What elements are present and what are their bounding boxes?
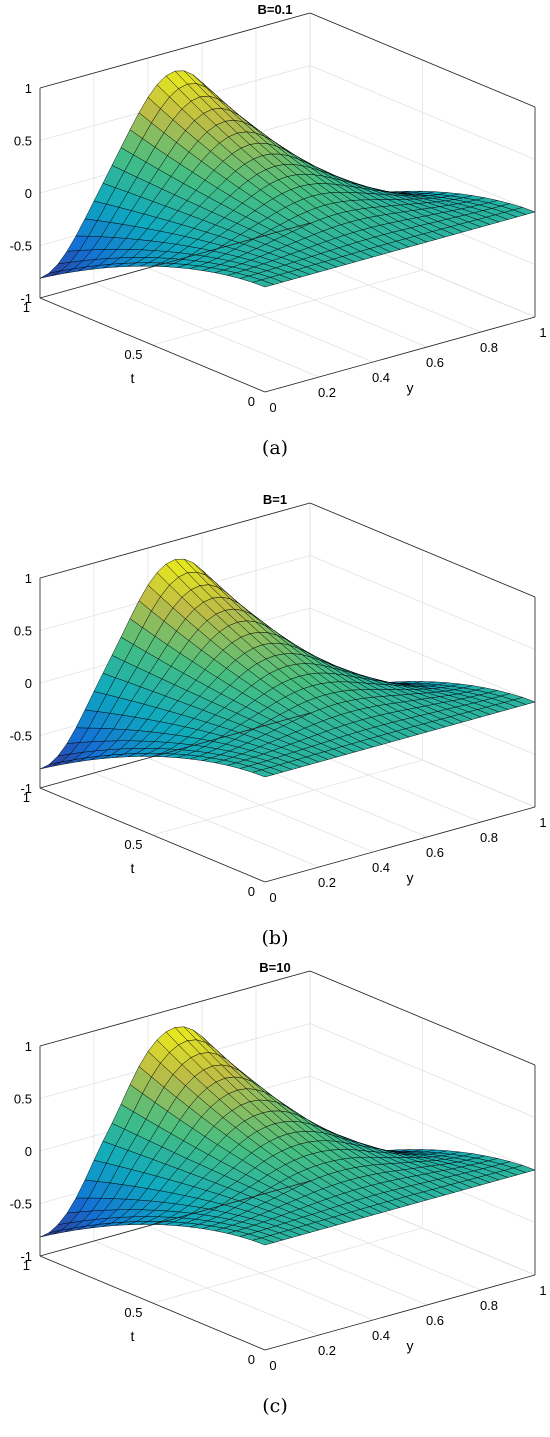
surface-mesh [39,558,536,778]
axis-line [309,970,536,1066]
grid-line [309,1075,536,1171]
y-axis-label: y [407,870,414,886]
y-tick-label: 0 [269,890,276,905]
grid-line [309,65,536,160]
axis-line [309,12,536,108]
y-tick-label: 0 [269,400,276,415]
axes-box [39,502,536,883]
t-tick-label: 0.5 [124,347,142,362]
panel-caption: (c) [262,1395,288,1417]
grid-line [152,269,423,346]
panel-title: B=1 [262,492,288,507]
t-axis-label: t [131,1328,135,1344]
v-tick-label: -0.5 [10,1197,32,1212]
y-axis-label: y [407,1338,414,1354]
grid-line [309,607,536,703]
y-axis-label: y [407,380,414,396]
t-tick-label: 0 [248,394,255,409]
v-tick-label: 0 [25,186,32,201]
y-tick-label: 0.4 [372,860,390,875]
y-tick-label: 0.2 [318,385,336,400]
axes-box [39,12,536,393]
panel-title: B=0.1 [257,2,293,17]
v-tick-label: 0 [25,676,32,691]
axis-line [39,787,266,883]
y-tick-label: 1 [539,1283,546,1298]
grid-line [309,555,536,650]
y-tick-label: 1 [539,815,546,830]
grid-line [152,759,423,836]
surface-patch [512,1165,536,1173]
y-tick-label: 0.4 [372,370,390,385]
v-tick-label: 1 [25,81,32,96]
y-tick-label: 0.8 [480,830,498,845]
surface-mesh [39,1026,536,1246]
axis-line [309,502,536,598]
v-tick-label: 0.5 [14,134,32,149]
grid-line [309,1023,536,1118]
axis-line [264,1274,536,1351]
t-tick-label: 1 [23,1258,30,1273]
axis-line [39,1180,311,1257]
t-axis-label: t [131,370,135,386]
panel-title: B=10 [259,960,291,975]
axis-line [39,502,311,579]
axis-line [264,806,536,883]
y-tick-label: 0.6 [426,1313,444,1328]
t-tick-label: 1 [23,790,30,805]
axis-line [264,316,536,393]
grid-line [152,1227,423,1304]
t-axis-label: t [131,860,135,876]
axis-line [39,12,311,89]
axes-box [39,970,536,1351]
surface-patch [512,697,536,705]
v-tick-label: 1 [25,1039,32,1054]
t-tick-label: 0.5 [124,837,142,852]
y-tick-label: 0.6 [426,845,444,860]
v-tick-label: -0.5 [10,239,32,254]
surface-patch [512,207,536,215]
grid-line [309,117,536,213]
surface-mesh [39,70,536,288]
t-tick-label: 1 [23,300,30,315]
y-tick-label: 0.2 [318,875,336,890]
t-tick-label: 0.5 [124,1305,142,1320]
t-tick-label: 0 [248,884,255,899]
y-tick-label: 0.8 [480,340,498,355]
axis-line [39,297,266,393]
axis-line [39,222,311,299]
v-tick-label: -1 [20,781,32,796]
v-tick-label: -1 [20,1249,32,1264]
y-tick-label: 0.2 [318,1343,336,1358]
t-tick-label: 0 [248,1352,255,1367]
y-tick-label: 0.6 [426,355,444,370]
v-tick-label: 0.5 [14,624,32,639]
v-tick-label: 0 [25,1144,32,1159]
axis-line [39,970,311,1047]
v-tick-label: 1 [25,571,32,586]
y-tick-label: 1 [539,325,546,340]
y-tick-label: 0 [269,1358,276,1373]
panel-caption: (a) [261,437,289,459]
y-tick-label: 0.4 [372,1328,390,1343]
axis-line [39,712,311,789]
v-tick-label: -0.5 [10,729,32,744]
y-tick-label: 0.8 [480,1298,498,1313]
v-tick-label: 0.5 [14,1092,32,1107]
v-tick-label: -1 [20,291,32,306]
axis-line [39,1255,266,1351]
panel-a: B=0.1 00.20.40.60.8100.51-1-0.500.51ytv … [0,0,550,479]
panel-caption: (b) [261,927,289,949]
